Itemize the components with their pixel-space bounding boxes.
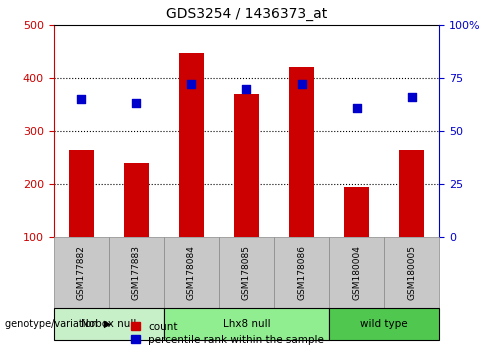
Bar (124, 163, 149, 237)
Bar (109, 237, 164, 308)
Bar (164, 308, 329, 340)
Text: Nobox null: Nobox null (81, 319, 137, 329)
Legend: count, percentile rank within the sample: count, percentile rank within the sample (127, 317, 328, 349)
Bar (164, 237, 219, 308)
Bar (329, 308, 439, 340)
Bar (54, 308, 164, 340)
Point (408, 94, 416, 100)
Title: GDS3254 / 1436373_at: GDS3254 / 1436373_at (166, 7, 327, 21)
Text: GSM177882: GSM177882 (77, 245, 86, 300)
Point (353, 105, 361, 110)
Bar (54, 237, 109, 308)
Text: wild type: wild type (360, 319, 408, 329)
Bar (329, 237, 384, 308)
Text: Lhx8 null: Lhx8 null (223, 319, 270, 329)
Point (77, 96, 85, 102)
Text: GSM178084: GSM178084 (187, 245, 196, 300)
Text: GSM180005: GSM180005 (407, 245, 416, 300)
Bar (179, 53, 204, 237)
Point (298, 81, 305, 87)
Bar (399, 149, 424, 237)
Bar (274, 237, 329, 308)
Text: genotype/variation  ▶: genotype/variation ▶ (5, 319, 111, 329)
Bar (69, 149, 94, 237)
Bar (219, 237, 274, 308)
Bar (234, 94, 259, 237)
Point (243, 86, 250, 91)
Bar (384, 237, 439, 308)
Bar (289, 67, 314, 237)
Text: GSM178086: GSM178086 (297, 245, 306, 300)
Point (132, 101, 140, 106)
Point (187, 81, 195, 87)
Text: GSM178085: GSM178085 (242, 245, 251, 300)
Bar (344, 187, 369, 237)
Text: GSM180004: GSM180004 (352, 245, 361, 300)
Text: GSM177883: GSM177883 (132, 245, 141, 300)
